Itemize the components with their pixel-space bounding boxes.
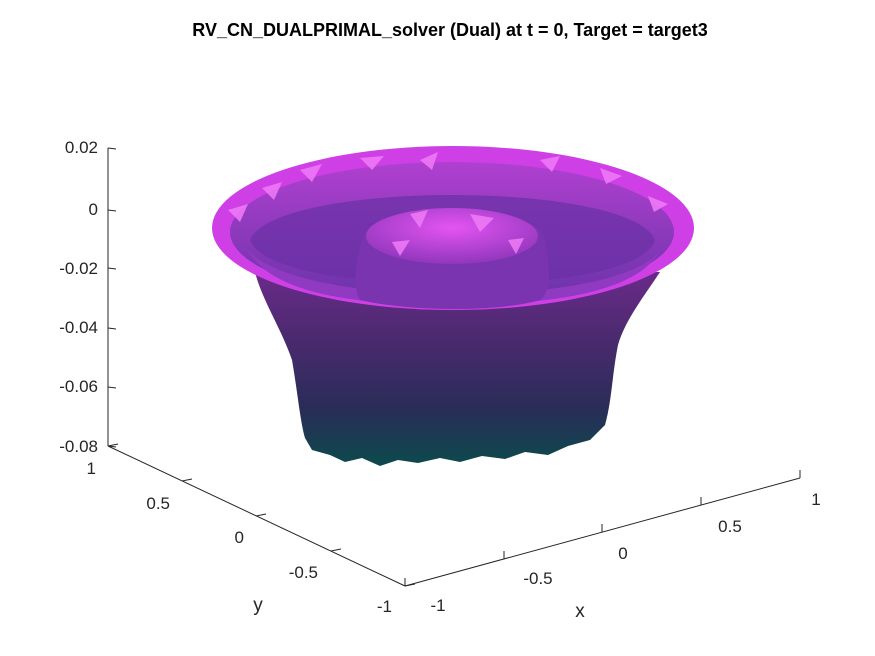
chart-title: RV_CN_DUALPRIMAL_solver (Dual) at t = 0,…	[192, 20, 707, 40]
z-axis: 0.02 0 -0.02 -0.04 -0.06 -0.08	[59, 138, 117, 456]
x-tick-label: -1	[430, 596, 445, 615]
x-axis-label: x	[575, 601, 585, 622]
y-tick-label: -1	[377, 597, 392, 616]
y-tick-label: 1	[87, 459, 96, 478]
x-tick-label: -0.5	[523, 569, 552, 588]
z-tick-label: -0.04	[59, 318, 98, 337]
x-axis: -1 -0.5 0 0.5 1 x	[404, 470, 821, 622]
x-tick-label: 0	[618, 544, 627, 563]
surface-outer-wall	[255, 272, 660, 466]
surface-inner-front	[245, 245, 660, 305]
y-axis: 1 0.5 0 -0.5 -1 y	[87, 443, 416, 616]
y-tick-label: 0	[235, 528, 244, 547]
z-tick-label: 0.02	[65, 138, 98, 157]
x-tick-label: 0.5	[718, 517, 742, 536]
z-tick-label: -0.02	[59, 259, 98, 278]
surface-central-bump-top	[366, 208, 538, 264]
surface-facets	[228, 152, 668, 256]
y-tick-label: -0.5	[289, 563, 318, 582]
x-tick-label: 1	[811, 490, 820, 509]
z-tick-label: -0.08	[59, 437, 98, 456]
y-axis-label: y	[253, 595, 263, 616]
surface-plot	[212, 146, 694, 466]
z-tick-label: -0.06	[59, 377, 98, 396]
z-tick-label: 0	[89, 200, 98, 219]
y-tick-label: 0.5	[146, 494, 170, 513]
